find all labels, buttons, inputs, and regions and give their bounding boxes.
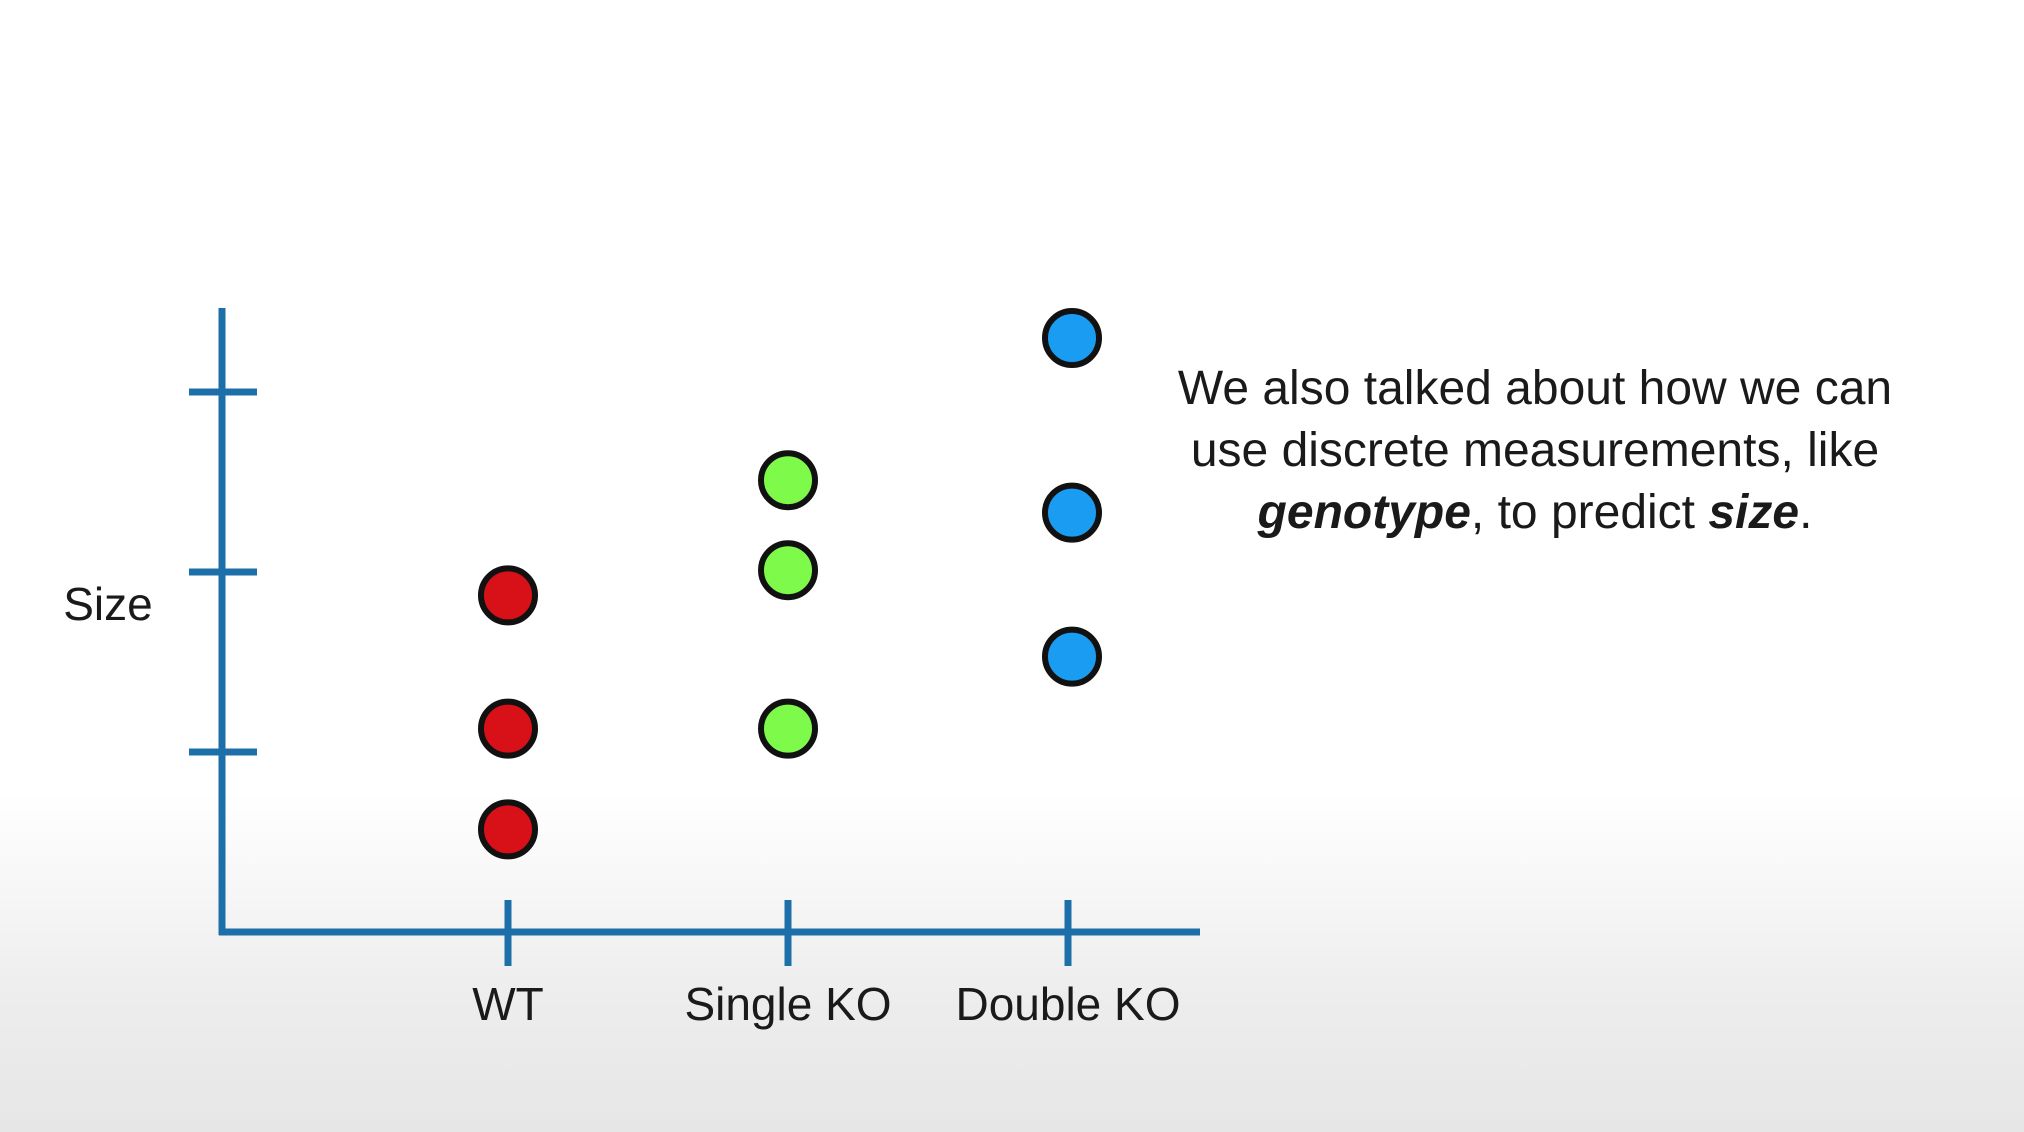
caption-text: We also talked about how we can use disc… xyxy=(1110,358,1960,544)
data-point-wt-1 xyxy=(478,565,538,626)
x-tick-label-3: Double KO xyxy=(955,978,1180,1030)
data-point-wt-2 xyxy=(478,698,538,759)
x-tick-label-1: WT xyxy=(472,978,544,1030)
caption-end: . xyxy=(1799,486,1813,539)
x-tick-label-2: Single KO xyxy=(684,978,891,1030)
data-point-double-ko-1 xyxy=(1042,308,1102,368)
data-point-double-ko-3 xyxy=(1042,626,1102,687)
caption-line-2: use discrete measurements, like xyxy=(1190,424,1880,477)
caption-line-3: genotype, to predict size. xyxy=(1110,482,1960,544)
caption-line-1: We also talked about how we can xyxy=(1177,362,1893,415)
y-axis-label: Size xyxy=(63,578,152,630)
data-point-single-ko-2 xyxy=(758,540,818,601)
data-point-single-ko-1 xyxy=(758,450,818,511)
data-point-wt-3 xyxy=(478,799,538,860)
caption-term-size: size xyxy=(1708,486,1800,539)
data-point-double-ko-2 xyxy=(1042,482,1102,543)
data-point-single-ko-3 xyxy=(758,698,818,759)
caption-term-genotype: genotype xyxy=(1257,486,1471,539)
caption-mid: , to predict xyxy=(1470,486,1709,539)
